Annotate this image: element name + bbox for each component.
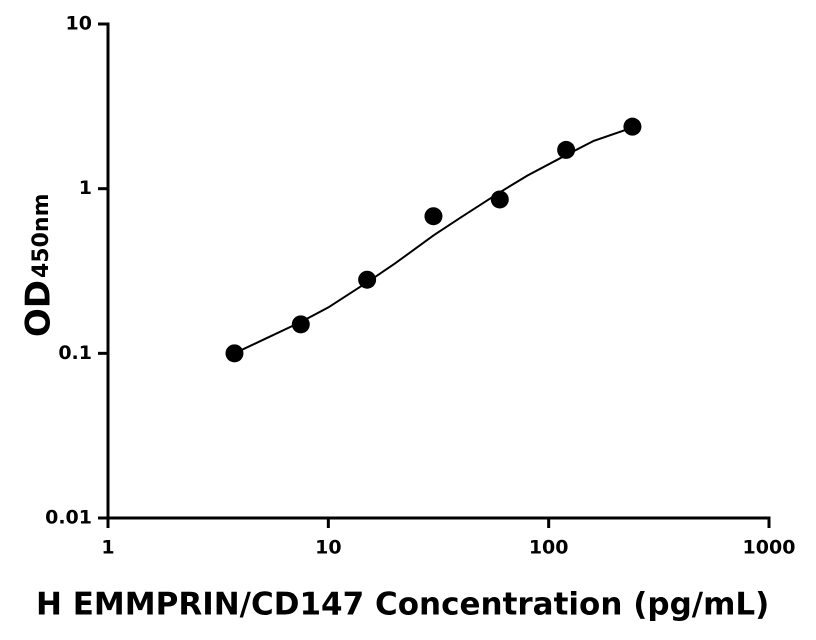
y-tick-label: 0.01 bbox=[45, 507, 92, 529]
x-tick-label: 100 bbox=[529, 537, 569, 559]
y-tick-label: 0.1 bbox=[58, 342, 92, 364]
x-tick-label: 1 bbox=[101, 537, 114, 559]
y-tick-label: 1 bbox=[79, 177, 92, 199]
y-tick-label: 10 bbox=[66, 13, 92, 35]
x-tick-label: 1000 bbox=[743, 537, 796, 559]
data-point bbox=[490, 190, 509, 209]
x-tick-label: 10 bbox=[315, 537, 341, 559]
x-axis-label: H EMMPRIN/CD147 Concentration (pg/mL) bbox=[36, 587, 769, 623]
y-axis-label: OD 450nm bbox=[19, 193, 59, 337]
data-point bbox=[623, 117, 642, 136]
data-point bbox=[424, 207, 443, 226]
y-axis-label-sub: 450nm bbox=[29, 193, 54, 278]
data-point bbox=[291, 315, 310, 334]
data-point bbox=[358, 270, 377, 289]
y-axis-label-main: OD bbox=[19, 280, 59, 337]
data-point bbox=[225, 344, 244, 363]
data-point bbox=[557, 140, 576, 159]
